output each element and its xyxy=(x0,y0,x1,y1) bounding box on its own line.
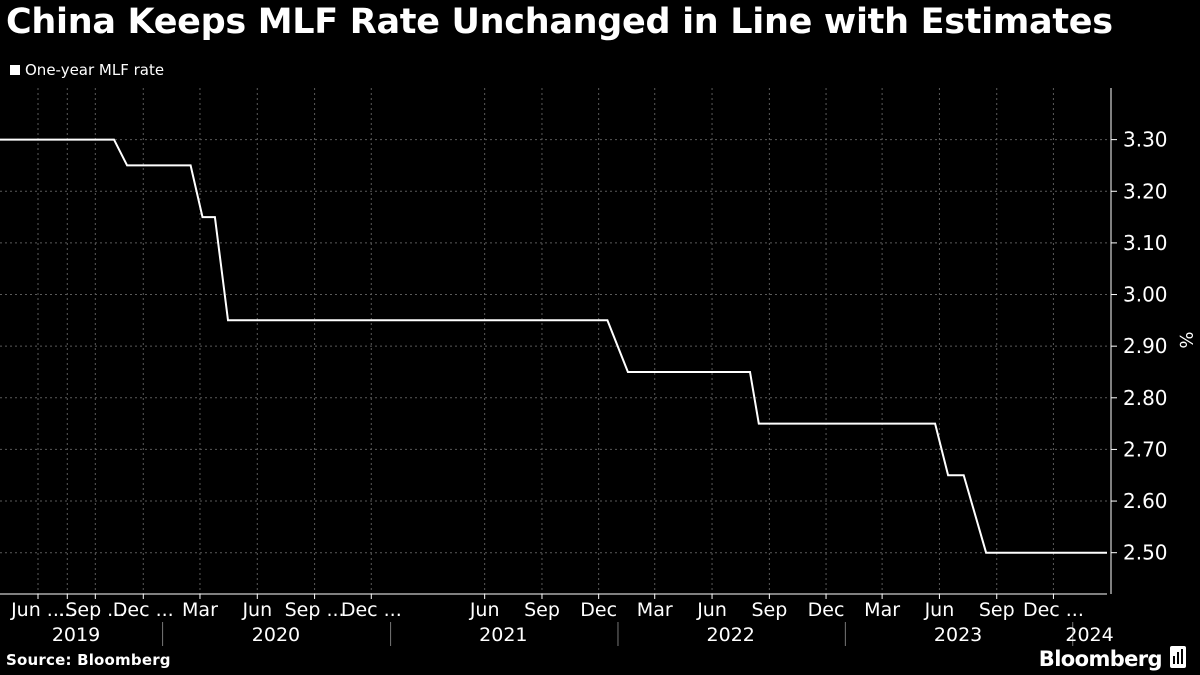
chart-title: China Keeps MLF Rate Unchanged in Line w… xyxy=(6,2,1113,42)
x-tick-label: Sep xyxy=(524,599,560,621)
x-tick-label: Mar xyxy=(182,599,218,621)
x-tick-label: Jun xyxy=(696,599,727,621)
x-tick-label: Jun ... xyxy=(10,599,65,621)
x-tick-label: ... xyxy=(58,599,76,621)
y-tick-label: 2.80 xyxy=(1123,386,1168,410)
y-tick-label: 3.30 xyxy=(1123,128,1168,152)
x-tick-label: Dec xyxy=(580,599,617,621)
x-tick-label: Dec ... xyxy=(341,599,402,621)
x-year-label: 2019 xyxy=(52,624,100,646)
legend-swatch xyxy=(10,65,20,75)
y-tick-label: 3.10 xyxy=(1123,231,1168,255)
x-tick-label: Sep ... xyxy=(65,599,125,621)
y-axis-unit-label: % xyxy=(1175,331,1196,348)
x-tick-label: Mar xyxy=(864,599,900,621)
y-tick-label: 2.60 xyxy=(1123,489,1168,513)
y-tick-label: 3.20 xyxy=(1123,179,1168,203)
source-note: Source: Bloomberg xyxy=(6,651,171,669)
x-tick-label: Sep ... xyxy=(285,599,345,621)
brand-wordmark: Bloomberg xyxy=(1038,647,1163,671)
x-tick-label: Sep xyxy=(751,599,787,621)
series-line-mlf-rate xyxy=(0,138,1107,554)
y-tick-label: 2.50 xyxy=(1123,541,1168,565)
x-tick-label: Jun xyxy=(241,599,272,621)
y-tick-label: 2.90 xyxy=(1123,334,1168,358)
bloomberg-terminal-icon xyxy=(1170,646,1186,672)
y-tick-label: 3.00 xyxy=(1123,283,1168,307)
x-tick-label: Dec ... xyxy=(113,599,174,621)
x-tick-label: Dec xyxy=(808,599,845,621)
x-year-label: 2021 xyxy=(479,624,527,646)
x-tick-label: Jun xyxy=(469,599,500,621)
x-tick-label: Sep xyxy=(979,599,1015,621)
x-year-label: 2020 xyxy=(252,624,300,646)
x-year-label: 2022 xyxy=(707,624,755,646)
bloomberg-logo: Bloomberg xyxy=(1039,646,1186,672)
x-year-label: 2024 xyxy=(1065,624,1113,646)
y-tick-label: 2.70 xyxy=(1123,437,1168,461)
x-year-label: 2023 xyxy=(934,624,982,646)
x-tick-label: Mar xyxy=(637,599,673,621)
x-tick-label: Jun xyxy=(924,599,955,621)
legend: One-year MLF rate xyxy=(10,61,164,79)
x-tick-label: Dec ... xyxy=(1023,599,1084,621)
legend-label: One-year MLF rate xyxy=(25,61,165,79)
